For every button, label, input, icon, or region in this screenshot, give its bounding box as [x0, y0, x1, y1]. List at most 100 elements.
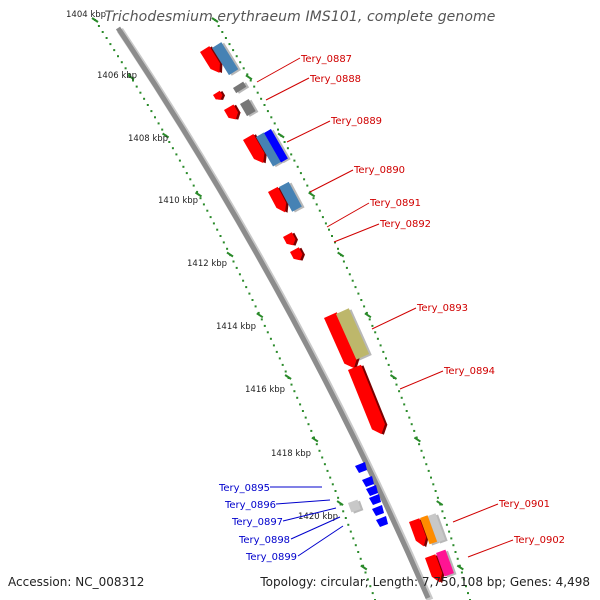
- cds-tery-0888[interactable]: [213, 90, 227, 103]
- cds-tery-0892a[interactable]: [283, 231, 300, 249]
- scale-dot: [232, 49, 235, 52]
- scale-dot: [206, 209, 209, 212]
- cds-tery-0891[interactable]: [268, 186, 292, 216]
- feature-steelblue-2[interactable]: [255, 132, 284, 169]
- scale-dot: [209, 216, 212, 219]
- scale-dot: [284, 370, 287, 373]
- gene-label-tery-0888[interactable]: Tery_0888: [309, 74, 361, 85]
- scale-tick: [336, 500, 344, 506]
- cds-reverse-3[interactable]: [366, 485, 378, 496]
- cds-reverse-2[interactable]: [362, 476, 374, 487]
- scale-dot: [254, 305, 257, 308]
- scale-dot: [246, 73, 249, 76]
- feature-orange-1[interactable]: [420, 515, 440, 547]
- scale-dot: [257, 311, 260, 314]
- gene-label-tery-0892[interactable]: Tery_0892: [379, 219, 431, 230]
- feature-pink-1[interactable]: [436, 549, 457, 578]
- scale-dot: [256, 91, 259, 94]
- gene-label-tery-0899[interactable]: Tery_0899: [245, 552, 297, 563]
- leader-line: [399, 370, 444, 390]
- scale-dot: [275, 350, 278, 353]
- cds-tery-0890-body: [243, 134, 265, 163]
- cds-tery-0887[interactable]: [200, 45, 227, 77]
- scale-dot: [251, 299, 254, 301]
- scale-dot: [352, 537, 355, 540]
- gene-label-tery-0898[interactable]: Tery_0898: [238, 535, 290, 546]
- scale-dot: [97, 25, 100, 27]
- scale-dot: [105, 37, 108, 39]
- scale-dot: [281, 363, 284, 366]
- scale-dot: [328, 228, 330, 231]
- cds-tery-0893-body: [324, 312, 358, 369]
- scale-dot: [385, 357, 387, 360]
- scale-dot: [189, 178, 192, 181]
- scale-dot: [363, 305, 366, 308]
- gene-label-tery-0895[interactable]: Tery_0895: [218, 483, 270, 494]
- genome-backbone: [115, 26, 434, 600]
- scale-dot: [249, 79, 252, 82]
- feature-gray-2[interactable]: [240, 98, 259, 118]
- cds-tery-0892b[interactable]: [290, 246, 307, 264]
- feature-lightgray-1[interactable]: [348, 499, 364, 514]
- cds-tery-0889[interactable]: [224, 104, 243, 124]
- scale-dot: [398, 390, 401, 393]
- scale-dot: [185, 172, 188, 175]
- kbp-labels: 1404 kbp 1406 kbp 1408 kbp 1410 kbp 1412…: [66, 10, 338, 522]
- gene-label-tery-0896[interactable]: Tery_0896: [224, 500, 276, 511]
- scale-dot: [303, 178, 306, 181]
- scale-dot: [395, 383, 398, 386]
- gene-label-tery-0887[interactable]: Tery_0887: [300, 54, 352, 65]
- scale-dot: [202, 203, 205, 206]
- gene-label-tery-0890[interactable]: Tery_0890: [353, 165, 405, 176]
- scale-dot: [342, 260, 345, 263]
- scale-dot: [109, 43, 112, 46]
- gene-label-tery-0889[interactable]: Tery_0889: [330, 116, 382, 127]
- scale-tick: [256, 312, 264, 319]
- scale-dot: [277, 128, 279, 131]
- kbp-label: 1420 kbp: [298, 512, 338, 522]
- scale-dot: [329, 476, 332, 479]
- cds-reverse-5[interactable]: [372, 505, 384, 516]
- feature-khaki-1-body: [336, 308, 370, 360]
- cds-tery-0890[interactable]: [243, 133, 271, 167]
- scale-dot: [304, 416, 307, 419]
- scale-dot: [448, 530, 451, 533]
- feature-steelblue-3[interactable]: [279, 181, 305, 214]
- gene-label-tery-0893[interactable]: Tery_0893: [416, 303, 468, 314]
- scale-dot: [337, 496, 340, 499]
- gene-label-tery-0902[interactable]: Tery_0902: [513, 535, 565, 546]
- scale-dot: [342, 510, 345, 513]
- gene-label-tery-0894[interactable]: Tery_0894: [443, 366, 495, 377]
- scale-dot: [168, 141, 171, 143]
- feature-blue-1[interactable]: [264, 128, 291, 164]
- scale-dot: [242, 279, 245, 282]
- scale-dot: [154, 116, 156, 119]
- gene-label-tery-0901[interactable]: Tery_0901: [498, 499, 550, 510]
- scale-dot: [132, 79, 134, 82]
- cds-tery-0894[interactable]: [348, 364, 390, 438]
- scale-dot: [283, 141, 286, 143]
- scale-dot: [248, 292, 251, 295]
- scale-dot: [331, 483, 334, 486]
- scale-dot: [334, 490, 337, 492]
- scale-dot: [379, 344, 382, 347]
- scale-dot: [221, 31, 224, 33]
- leader-line: [467, 539, 514, 558]
- scale-dot: [212, 222, 215, 225]
- feature-steelblue-1[interactable]: [212, 41, 242, 77]
- cds-reverse-6[interactable]: [376, 516, 388, 527]
- cds-reverse-1[interactable]: [355, 462, 367, 473]
- gene-label-tery-0891[interactable]: Tery_0891: [369, 198, 421, 209]
- feature-gray-1[interactable]: [233, 81, 250, 95]
- scale-dot: [260, 97, 263, 100]
- leader-line: [282, 507, 337, 522]
- scale-dot: [260, 318, 263, 321]
- gene-label-tery-0897[interactable]: Tery_0897: [231, 517, 283, 528]
- scale-dot: [301, 410, 304, 412]
- feature-lightgray-2[interactable]: [428, 513, 448, 545]
- cds-tery-0893[interactable]: [324, 311, 363, 372]
- feature-khaki-1[interactable]: [336, 307, 372, 361]
- scale-dot: [420, 449, 423, 452]
- scale-dot: [400, 396, 403, 399]
- cds-reverse-4[interactable]: [369, 494, 381, 505]
